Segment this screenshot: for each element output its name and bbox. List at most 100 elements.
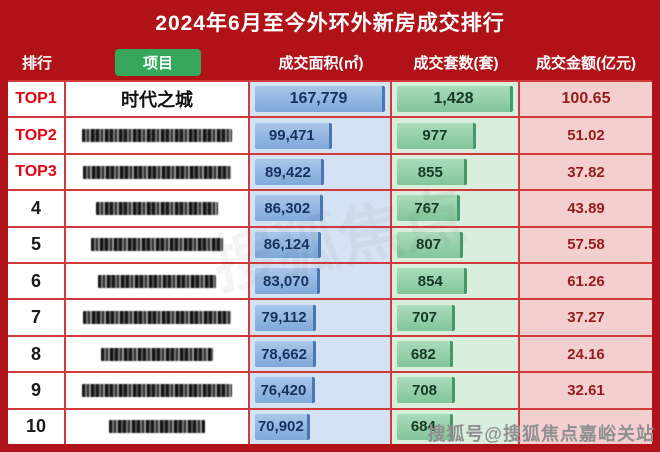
table-row: 6 83,070 854 61.26 <box>8 262 652 299</box>
units-value: 708 <box>411 381 438 399</box>
table-body: TOP1 时代之城 167,779 1,428 100.65 TOP2 99,471 977 5… <box>8 80 652 445</box>
units-bar: 1,428 <box>397 86 513 113</box>
project-cell <box>66 191 250 226</box>
units-cell: 707 <box>392 300 520 335</box>
area-cell: 167,779 <box>250 82 392 117</box>
units-value: 707 <box>411 309 438 327</box>
project-cell <box>66 373 250 408</box>
table-row: 5 86,124 807 57.58 <box>8 225 652 263</box>
project-cell <box>66 227 250 263</box>
amount-cell <box>520 409 652 445</box>
units-bar: 707 <box>397 304 455 331</box>
units-cell: 1,428 <box>392 82 520 117</box>
redacted-project-name <box>101 347 213 361</box>
redacted-project-name <box>98 274 216 288</box>
redacted-project-name <box>83 311 231 325</box>
rank-cell: 5 <box>8 227 66 263</box>
area-bar: 79,112 <box>255 304 317 331</box>
table-row: 9 76,420 708 32.61 <box>8 371 652 408</box>
amount-value: 37.27 <box>567 309 605 327</box>
units-bar: 854 <box>397 268 467 295</box>
col-header-amount: 成交金额(亿元) <box>536 54 636 72</box>
col-header-project: 项目 <box>66 44 250 80</box>
amount-cell: 32.61 <box>520 373 652 408</box>
units-cell: 684 <box>392 409 520 445</box>
area-bar: 99,471 <box>255 122 332 149</box>
redacted-project-name <box>83 165 231 179</box>
project-cell <box>66 118 250 153</box>
area-cell: 76,420 <box>250 373 392 408</box>
redacted-project-name <box>82 383 232 397</box>
area-bar: 86,124 <box>255 231 322 258</box>
rank-cell: 10 <box>8 409 66 445</box>
units-value: 807 <box>416 236 442 254</box>
area-value: 86,124 <box>263 236 310 254</box>
area-cell: 89,422 <box>250 154 392 190</box>
area-value: 83,070 <box>263 272 309 290</box>
units-bar: 767 <box>397 195 460 222</box>
page-title: 2024年6月至今外环外新房成交排行 <box>155 12 505 35</box>
rank-cell: TOP2 <box>8 118 66 153</box>
area-bar: 70,902 <box>255 413 310 440</box>
project-header-badge: 项目 <box>114 48 201 76</box>
area-cell: 70,902 <box>250 409 392 445</box>
area-value: 79,112 <box>261 309 307 327</box>
table-row: TOP1 时代之城 167,779 1,428 100.65 <box>8 80 652 117</box>
col-header-units: 成交套数(套) <box>413 54 499 72</box>
units-cell: 682 <box>392 336 520 372</box>
table-row: 8 78,662 682 24.16 <box>8 334 652 372</box>
table-row: 4 86,302 767 43.89 <box>8 189 652 226</box>
redacted-project-name <box>109 420 205 434</box>
rank-cell: 8 <box>8 336 66 372</box>
units-value: 684 <box>410 418 436 436</box>
area-bar: 86,302 <box>255 195 323 222</box>
col-header-rank: 排行 <box>21 54 52 72</box>
units-bar: 708 <box>397 377 455 404</box>
area-cell: 86,302 <box>250 191 392 226</box>
redacted-project-name <box>82 129 232 143</box>
area-bar: 167,779 <box>255 86 385 113</box>
amount-cell: 100.65 <box>520 82 652 117</box>
units-cell: 767 <box>392 191 520 226</box>
rank-cell: 6 <box>8 264 66 299</box>
table-row: TOP2 99,471 977 51.02 <box>8 116 652 153</box>
units-bar: 977 <box>397 122 476 149</box>
project-name: 时代之城 <box>121 90 193 111</box>
rank-cell: 4 <box>8 191 66 226</box>
ranking-table: 排行 项目 成交面积(㎡) 成交套数(套) 成交金额(亿元) TOP1 时代之城 1… <box>8 44 652 445</box>
area-cell: 86,124 <box>250 227 392 263</box>
table-row: 7 79,112 707 37.27 <box>8 298 652 335</box>
units-cell: 807 <box>392 227 520 263</box>
area-value: 89,422 <box>265 163 311 181</box>
units-value: 855 <box>417 163 443 181</box>
amount-value: 57.58 <box>567 236 605 254</box>
rank-cell: TOP3 <box>8 154 66 190</box>
amount-value: 61.26 <box>567 272 605 290</box>
units-value: 1,428 <box>433 90 474 108</box>
amount-cell: 43.89 <box>520 191 652 226</box>
units-cell: 854 <box>392 264 520 299</box>
redacted-project-name <box>91 238 223 252</box>
area-value: 86,302 <box>264 199 311 217</box>
amount-value: 32.61 <box>567 381 605 399</box>
project-cell <box>66 300 250 335</box>
amount-cell: 37.27 <box>520 300 652 335</box>
area-value: 167,779 <box>289 90 348 108</box>
area-value: 70,902 <box>257 418 304 436</box>
col-header-area: 成交面积(㎡) <box>278 54 364 72</box>
table-row: TOP3 89,422 855 37.82 <box>8 152 652 190</box>
rank-cell: TOP1 <box>8 82 66 117</box>
area-cell: 78,662 <box>250 336 392 372</box>
amount-value: 24.16 <box>567 345 605 363</box>
amount-cell: 57.58 <box>520 227 652 263</box>
rank-cell: 7 <box>8 300 66 335</box>
area-bar: 78,662 <box>255 341 317 368</box>
project-cell <box>66 409 250 445</box>
area-bar: 89,422 <box>255 159 324 186</box>
rank-cell: 9 <box>8 373 66 408</box>
area-cell: 79,112 <box>250 300 392 335</box>
units-value: 767 <box>414 199 440 217</box>
units-value: 682 <box>410 345 436 363</box>
units-bar: 682 <box>397 341 453 368</box>
